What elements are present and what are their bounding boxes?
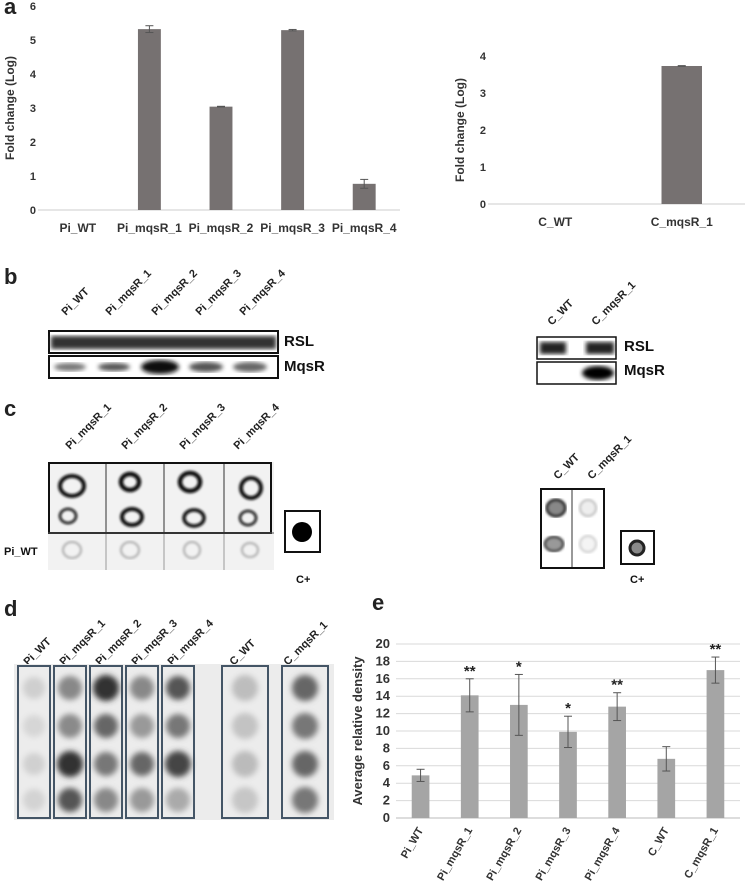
blot-b-row-label: MqsR bbox=[624, 362, 665, 379]
y-tick-label: 4 bbox=[30, 69, 37, 81]
x-tick-label: Pi_mqsR_3 bbox=[534, 826, 574, 883]
y-tick-label: 3 bbox=[480, 88, 486, 100]
y-axis-label: Fold change (Log) bbox=[453, 78, 467, 182]
y-tick-label: 16 bbox=[376, 671, 390, 686]
y-tick-label: 6 bbox=[30, 1, 36, 13]
x-tick-label: Pi_WT bbox=[399, 825, 426, 860]
y-tick-label: 18 bbox=[376, 653, 390, 668]
dotblot-c-left bbox=[48, 462, 274, 570]
significance-label: * bbox=[565, 700, 571, 717]
blot-b-row-label: MqsR bbox=[284, 358, 325, 375]
bar bbox=[137, 29, 161, 211]
dotblot-c-control bbox=[284, 510, 321, 553]
significance-label: ** bbox=[464, 663, 476, 680]
dotblot-d bbox=[14, 664, 334, 820]
bar bbox=[661, 65, 702, 205]
x-tick-label: C_mqsR_1 bbox=[682, 826, 721, 881]
y-tick-label: 2 bbox=[30, 137, 36, 149]
x-tick-label: Pi_mqsR_3 bbox=[260, 221, 325, 235]
bar bbox=[411, 775, 430, 818]
y-axis-label: Fold change (Log) bbox=[3, 56, 17, 160]
bar bbox=[209, 106, 233, 210]
y-tick-label: 6 bbox=[383, 758, 390, 773]
bar bbox=[706, 670, 725, 818]
x-tick-label: C_mqsR_1 bbox=[651, 215, 713, 229]
blot-b-row-label: RSL bbox=[624, 338, 654, 355]
significance-label: ** bbox=[611, 677, 623, 694]
significance-label: ** bbox=[710, 641, 722, 658]
y-axis-label: Average relative density bbox=[350, 656, 365, 806]
x-tick-label: Pi_WT bbox=[59, 221, 96, 235]
bar bbox=[352, 183, 376, 210]
y-tick-label: 12 bbox=[376, 706, 390, 721]
y-tick-label: 2 bbox=[480, 125, 486, 137]
y-tick-label: 5 bbox=[30, 35, 36, 47]
significance-label: * bbox=[516, 658, 522, 675]
dotblot-c-right-control-label: C+ bbox=[630, 574, 645, 586]
bar bbox=[510, 704, 528, 818]
blot-b-right bbox=[536, 336, 617, 385]
chart-a-left: 0 1 2 3 4 5 6 Fold change (Log) Pi_WT Pi_mqsR_1 Pi… bbox=[3, 1, 400, 235]
blot-b-row-label: RSL bbox=[284, 333, 314, 350]
x-tick-label: Pi_mqsR_1 bbox=[435, 826, 475, 883]
dotblot-c-row-label: Pi_WT bbox=[4, 546, 38, 558]
panel-letter-c: c bbox=[4, 396, 17, 421]
dotblot-c-right bbox=[540, 488, 605, 569]
y-tick-label: 0 bbox=[30, 205, 36, 217]
panel-letter-d: d bbox=[4, 596, 18, 621]
y-tick-label: 4 bbox=[480, 51, 487, 63]
panel-letter-b: b bbox=[4, 264, 18, 289]
y-tick-label: 20 bbox=[376, 636, 390, 651]
bar bbox=[559, 731, 577, 818]
y-tick-label: 10 bbox=[376, 723, 390, 738]
bar bbox=[608, 706, 626, 818]
y-tick-label: 0 bbox=[480, 199, 486, 211]
chart-a-right: 0 1 2 3 4 Fold change (Log) C_WT C_mqsR_1 bbox=[453, 51, 745, 229]
x-tick-label: Pi_mqsR_4 bbox=[583, 825, 623, 883]
y-tick-label: 1 bbox=[480, 162, 486, 174]
x-tick-label: Pi_mqsR_2 bbox=[189, 221, 254, 235]
y-tick-label: 2 bbox=[383, 793, 390, 808]
panel-letter-a: a bbox=[4, 0, 17, 19]
x-tick-label: Pi_mqsR_4 bbox=[332, 221, 397, 235]
bar bbox=[460, 695, 479, 818]
x-tick-label: Pi_mqsR_1 bbox=[117, 221, 182, 235]
y-tick-label: 0 bbox=[383, 810, 390, 825]
y-tick-label: 8 bbox=[383, 740, 390, 755]
dotblot-c-control-label: C+ bbox=[296, 574, 311, 586]
bar bbox=[657, 758, 676, 818]
x-tick-label: Pi_mqsR_2 bbox=[484, 826, 524, 883]
dotblot-c-right-control bbox=[620, 530, 655, 565]
panel-letter-e: e bbox=[372, 590, 385, 615]
x-tick-label: C_WT bbox=[646, 825, 672, 858]
x-tick-label: C_WT bbox=[538, 215, 573, 229]
y-tick-label: 1 bbox=[30, 171, 36, 183]
bar bbox=[281, 30, 305, 210]
y-tick-label: 3 bbox=[30, 103, 36, 115]
y-tick-label: 14 bbox=[376, 688, 391, 703]
y-tick-label: 4 bbox=[383, 775, 391, 790]
blot-b-left bbox=[48, 330, 279, 379]
